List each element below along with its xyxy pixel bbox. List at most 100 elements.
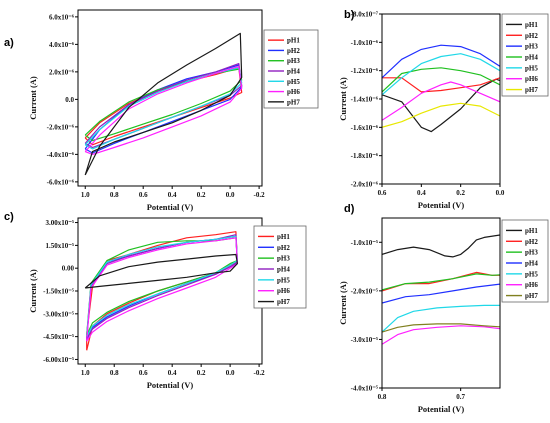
series-line-ph3 <box>382 44 500 79</box>
legend-label: pH2 <box>287 47 300 55</box>
series-line-ph2 <box>86 235 238 340</box>
y-tick-label: -8.0x10⁻⁷ <box>351 11 378 19</box>
panel-label: b) <box>344 9 355 21</box>
x-tick-label: 1.0 <box>81 369 90 377</box>
legend-label: pH7 <box>525 86 538 94</box>
series-line-ph7 <box>382 102 500 128</box>
y-tick-label: -1.2x10⁻⁶ <box>351 67 378 75</box>
series-line-ph3 <box>382 273 500 291</box>
x-tick-label: 0.7 <box>456 393 465 401</box>
panel-label: c) <box>4 211 14 223</box>
series-line-ph1 <box>382 234 500 258</box>
x-tick-label: 0.6 <box>378 189 387 197</box>
legend-label: pH2 <box>525 238 538 246</box>
series-line-ph5 <box>86 235 238 337</box>
series-line-ph5 <box>382 53 500 96</box>
series-line-ph1 <box>382 78 500 133</box>
legend-label: pH2 <box>525 32 538 40</box>
series-line-ph5 <box>84 67 243 150</box>
legend-label: pH1 <box>525 227 538 235</box>
legend-label: pH5 <box>287 78 300 86</box>
x-axis-label: Potential (V) <box>418 200 465 210</box>
legend-label: pH5 <box>525 270 538 278</box>
series-line-ph6 <box>84 65 243 155</box>
y-tick-label: -1.0x10⁻⁵ <box>351 239 378 247</box>
x-tick-label: 0.4 <box>168 369 177 377</box>
x-axis-label: Potential (V) <box>147 380 194 390</box>
panel-label: a) <box>4 37 14 49</box>
panel-c <box>75 217 307 367</box>
y-tick-label: -2.0x10⁻⁵ <box>351 287 378 295</box>
legend-box <box>501 13 549 97</box>
y-tick-label: 0.00 <box>62 265 75 273</box>
x-tick-label: 0.8 <box>110 191 119 199</box>
panel-d <box>379 217 549 391</box>
legend-label: pH7 <box>525 292 538 300</box>
plot-frame <box>381 217 501 389</box>
x-tick-label: 0.2 <box>197 191 206 199</box>
x-tick-label: 0.2 <box>197 369 206 377</box>
y-tick-label: 0.0 <box>65 96 74 104</box>
panel-a <box>75 9 319 189</box>
legend-label: pH2 <box>277 244 290 252</box>
y-tick-label: -3.0x10⁻⁵ <box>351 336 378 344</box>
series-line-ph5 <box>382 304 500 333</box>
legend-label: pH6 <box>277 287 290 295</box>
y-tick-label: -4.0x10⁻⁵ <box>351 385 378 393</box>
legend-label: pH6 <box>525 281 538 289</box>
y-tick-label: -6.00x10⁻⁵ <box>43 356 74 364</box>
y-axis-label: Current (A) <box>28 76 38 120</box>
legend-box <box>253 225 307 309</box>
x-tick-label: 0.0 <box>496 189 505 197</box>
legend-label: pH6 <box>525 75 538 83</box>
y-tick-label: 2.0x10⁻⁶ <box>49 68 74 76</box>
x-tick-label: 0.0 <box>226 369 235 377</box>
x-tick-label: -0.2 <box>254 191 266 199</box>
plot-frame <box>381 13 501 185</box>
x-tick-label: 1.0 <box>81 191 90 199</box>
x-tick-label: -0.2 <box>254 369 266 377</box>
y-tick-label: -2.0x10⁻⁶ <box>47 123 74 131</box>
series-line-ph2 <box>382 271 500 292</box>
legend-label: pH3 <box>287 57 300 65</box>
legend-box <box>263 29 319 109</box>
x-tick-label: 0.8 <box>110 369 119 377</box>
legend-label: pH4 <box>525 260 538 268</box>
y-tick-label: -1.6x10⁻⁶ <box>351 124 378 132</box>
y-axis-label: Current (A) <box>338 77 348 121</box>
plot-frame <box>77 9 263 187</box>
legend-label: pH5 <box>277 276 290 284</box>
legend-label: pH3 <box>525 43 538 51</box>
panel-b <box>379 13 549 187</box>
y-tick-label: -4.50x10⁻⁵ <box>43 333 74 341</box>
y-tick-label: -1.4x10⁻⁶ <box>351 96 378 104</box>
legend-label: pH4 <box>525 54 538 62</box>
x-tick-label: 0.4 <box>168 191 177 199</box>
y-tick-label: 4.0x10⁻⁶ <box>49 41 74 49</box>
series-line-ph4 <box>382 283 500 304</box>
series-line-ph6 <box>382 81 500 121</box>
x-tick-label: 0.6 <box>139 191 148 199</box>
x-axis-label: Potential (V) <box>147 202 194 212</box>
legend-label: pH1 <box>287 37 300 45</box>
series-line-ph6 <box>382 325 500 345</box>
legend-label: pH4 <box>277 266 290 274</box>
series-line-ph7 <box>382 323 500 333</box>
y-tick-label: -6.0x10⁻⁶ <box>47 178 74 186</box>
legend-label: pH3 <box>277 255 290 263</box>
x-tick-label: 0.6 <box>139 369 148 377</box>
series-line-ph4 <box>382 67 500 93</box>
x-tick-label: 0.0 <box>226 191 235 199</box>
y-tick-label: 3.00x10⁻⁵ <box>45 219 74 227</box>
y-tick-label: -1.0x10⁻⁶ <box>351 39 378 47</box>
series-line-ph7 <box>84 253 238 289</box>
legend-label: pH3 <box>525 249 538 257</box>
y-axis-label: Current (A) <box>338 281 348 325</box>
y-tick-label: -4.0x10⁻⁶ <box>47 151 74 159</box>
legend-label: pH5 <box>525 64 538 72</box>
legend-label: pH4 <box>287 68 300 76</box>
y-tick-label: 6.0x10⁻⁶ <box>49 13 74 21</box>
legend-label: pH1 <box>525 21 538 29</box>
